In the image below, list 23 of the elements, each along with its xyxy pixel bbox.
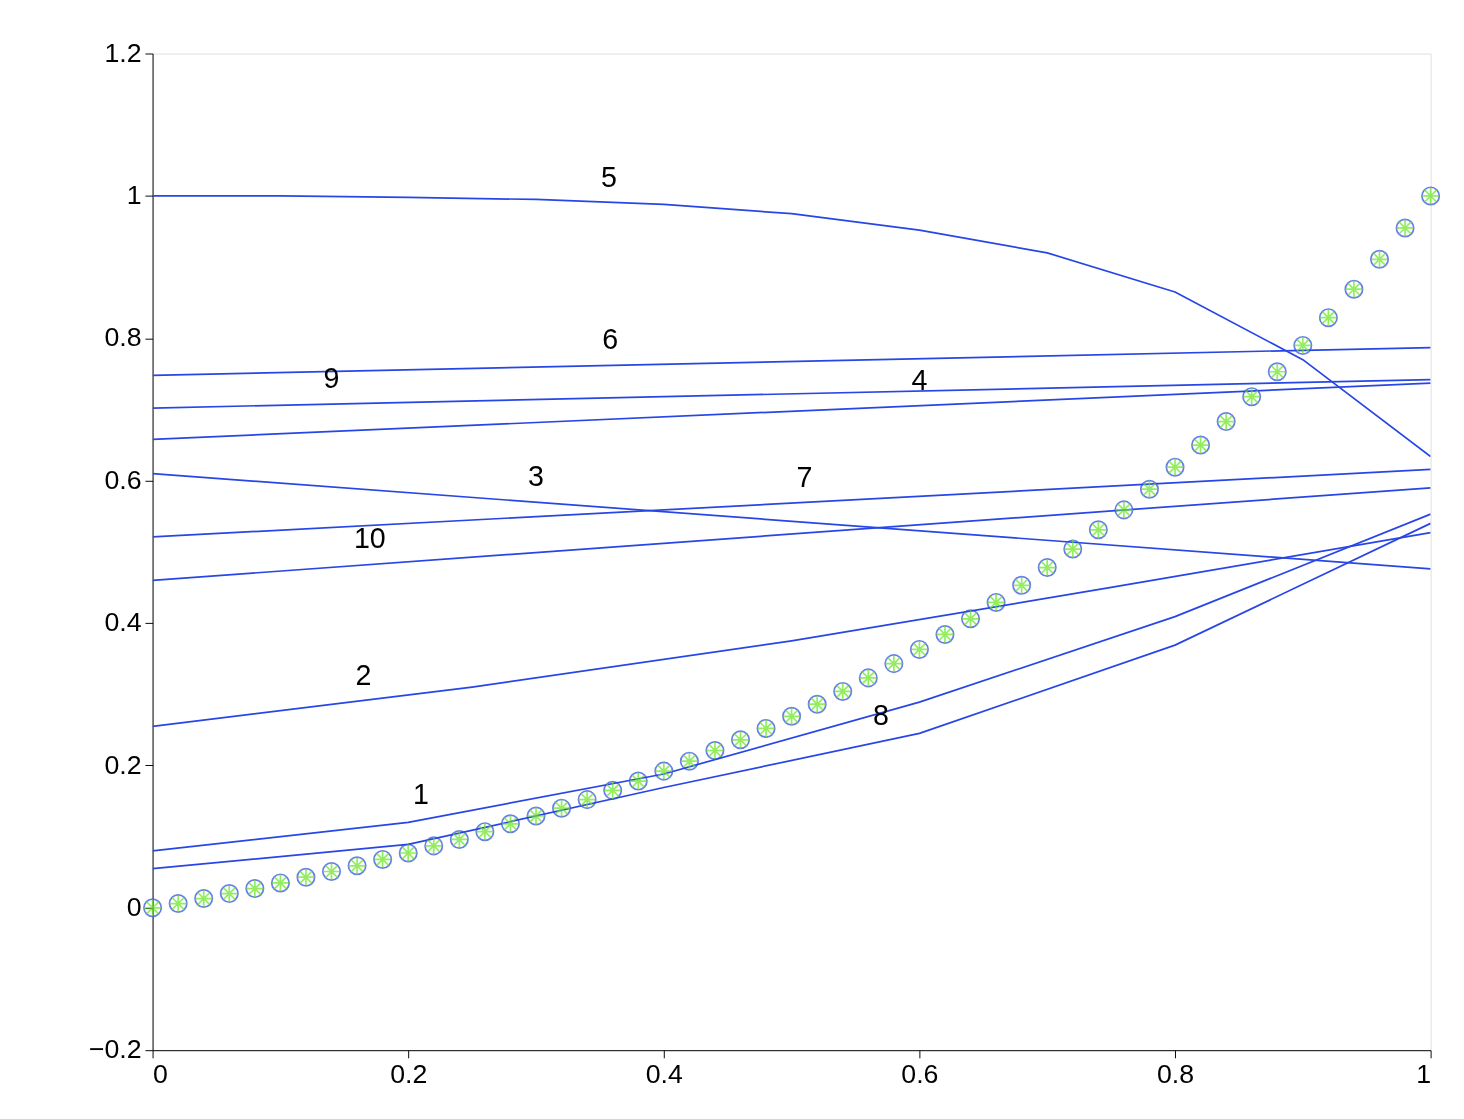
annotation: 5: [600, 160, 617, 193]
y-tick-label: 0.6: [104, 464, 142, 495]
x-tick-label: 0.2: [390, 1059, 428, 1090]
x-tick-label: 1: [1416, 1059, 1432, 1090]
annotation: 4: [911, 363, 928, 396]
x-tick-label: 0.6: [901, 1059, 939, 1090]
y-tick-label: 0: [126, 891, 142, 922]
x-tick-label: 0.4: [645, 1059, 683, 1090]
annotation: 7: [796, 460, 813, 493]
annotation: 6: [602, 323, 619, 356]
y-tick-label: 0.8: [104, 322, 142, 353]
annotation: 2: [355, 659, 372, 692]
x-tick-label: 0: [153, 1059, 168, 1090]
y-tick-label: 0.2: [104, 749, 142, 780]
annotation: 3: [528, 459, 544, 492]
y-tick-label: 1: [126, 180, 142, 211]
y-tick-label: −0.2: [88, 1034, 142, 1065]
y-tick-label: 0.4: [104, 607, 142, 638]
annotation: 10: [353, 522, 386, 555]
x-tick-label: 0.8: [1156, 1059, 1195, 1090]
annotation: 1: [413, 778, 429, 811]
line-series: [152, 195, 1431, 458]
y-tick-label: 1.2: [104, 37, 142, 68]
